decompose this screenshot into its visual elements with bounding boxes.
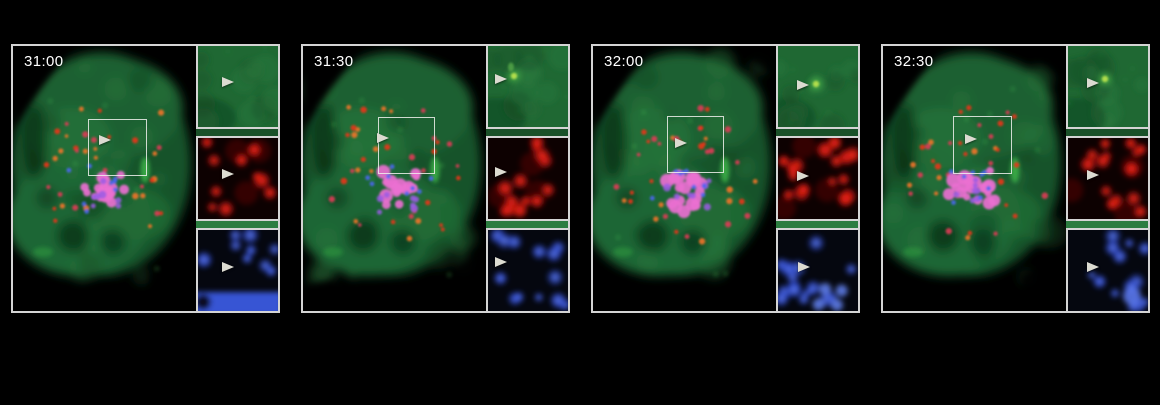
merged-micrograph-scene bbox=[303, 46, 486, 311]
inset-blue-channel bbox=[1066, 228, 1148, 313]
merged-micrograph: 32:30 bbox=[881, 44, 1066, 313]
arrowhead-icon bbox=[222, 262, 234, 272]
red-channel-scene bbox=[198, 138, 278, 219]
red-channel-scene bbox=[778, 138, 858, 219]
channel-inset-column bbox=[196, 44, 280, 313]
timelapse-panel-3: 32:00 bbox=[591, 44, 860, 313]
inset-red-channel bbox=[776, 136, 858, 221]
inset-gap bbox=[1066, 221, 1148, 228]
timestamp-label: 31:00 bbox=[24, 53, 64, 70]
inset-red-channel bbox=[486, 136, 568, 221]
arrowhead-icon bbox=[798, 262, 810, 272]
timestamp-label: 31:30 bbox=[314, 53, 354, 70]
timelapse-panel-2: 31:30 bbox=[301, 44, 570, 313]
inset-gap bbox=[486, 129, 568, 136]
inset-gap bbox=[486, 221, 568, 228]
arrowhead-icon bbox=[222, 169, 234, 179]
inset-gap bbox=[776, 221, 858, 228]
channel-inset-column bbox=[1066, 44, 1150, 313]
arrowhead-icon bbox=[797, 171, 809, 181]
merged-micrograph: 31:00 bbox=[11, 44, 196, 313]
blue-channel-scene bbox=[198, 230, 278, 311]
merged-micrograph-scene bbox=[593, 46, 776, 311]
merged-micrograph: 32:00 bbox=[591, 44, 776, 313]
blue-channel-scene bbox=[488, 230, 568, 311]
roi-box bbox=[667, 116, 724, 173]
inset-green-channel bbox=[776, 44, 858, 129]
green-channel-scene bbox=[1068, 46, 1148, 127]
inset-red-channel bbox=[196, 136, 278, 221]
timestamp-label: 32:00 bbox=[604, 53, 644, 70]
timelapse-panel-4: 32:30 bbox=[881, 44, 1150, 313]
arrowhead-icon bbox=[797, 80, 809, 90]
arrowhead-icon bbox=[495, 257, 507, 267]
red-channel-scene bbox=[488, 138, 568, 219]
green-channel-scene bbox=[488, 46, 568, 127]
timestamp-label: 32:30 bbox=[894, 53, 934, 70]
inset-blue-channel bbox=[486, 228, 568, 313]
green-channel-scene bbox=[198, 46, 278, 127]
arrowhead-icon bbox=[377, 133, 389, 143]
arrowhead-icon bbox=[1087, 170, 1099, 180]
inset-gap bbox=[196, 221, 278, 228]
channel-inset-column bbox=[776, 44, 860, 313]
blue-channel-scene bbox=[1068, 230, 1148, 311]
channel-inset-column bbox=[486, 44, 570, 313]
inset-blue-channel bbox=[196, 228, 278, 313]
timelapse-panel-1: 31:00 bbox=[11, 44, 280, 313]
inset-green-channel bbox=[196, 44, 278, 129]
inset-gap bbox=[776, 129, 858, 136]
arrowhead-icon bbox=[965, 134, 977, 144]
arrowhead-icon bbox=[99, 135, 111, 145]
arrowhead-icon bbox=[1087, 78, 1099, 88]
merged-micrograph: 31:30 bbox=[301, 44, 486, 313]
inset-gap bbox=[1066, 129, 1148, 136]
inset-green-channel bbox=[1066, 44, 1148, 129]
merged-micrograph-scene bbox=[13, 46, 196, 311]
green-channel-scene bbox=[778, 46, 858, 127]
inset-blue-channel bbox=[776, 228, 858, 313]
arrowhead-icon bbox=[222, 77, 234, 87]
roi-box bbox=[378, 117, 435, 174]
blue-channel-scene bbox=[778, 230, 858, 311]
roi-box bbox=[953, 116, 1012, 174]
inset-red-channel bbox=[1066, 136, 1148, 221]
arrowhead-icon bbox=[495, 74, 507, 84]
inset-gap bbox=[196, 129, 278, 136]
inset-green-channel bbox=[486, 44, 568, 129]
arrowhead-icon bbox=[1087, 262, 1099, 272]
arrowhead-icon bbox=[675, 138, 687, 148]
merged-micrograph-scene bbox=[883, 46, 1066, 311]
roi-box bbox=[88, 119, 147, 176]
red-channel-scene bbox=[1068, 138, 1148, 219]
arrowhead-icon bbox=[495, 167, 507, 177]
